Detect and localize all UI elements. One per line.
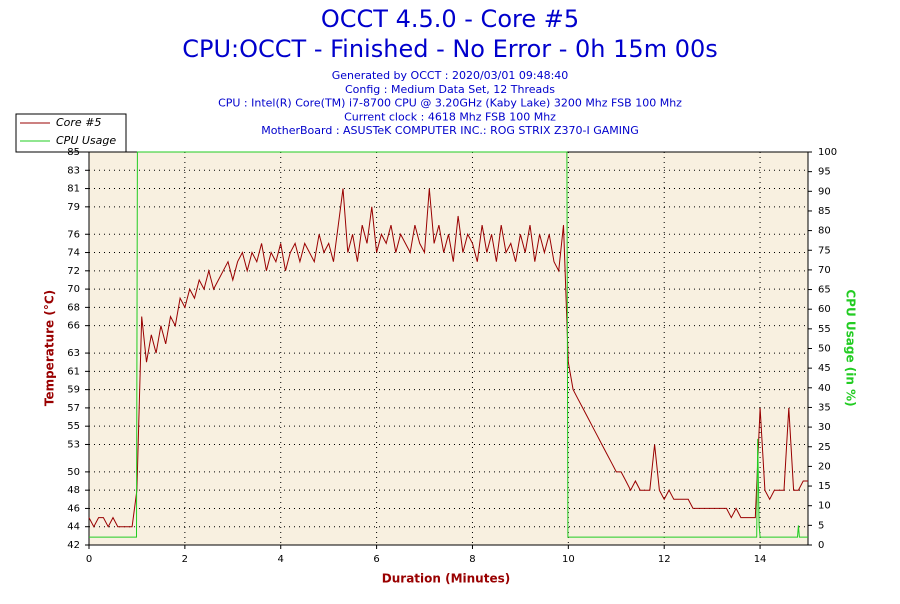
- y2-tick-label: 25: [818, 442, 831, 453]
- info-line: Generated by OCCT : 2020/03/01 09:48:40: [332, 69, 569, 82]
- y-tick-label: 81: [67, 184, 80, 195]
- series-line: [88, 188, 808, 528]
- x-tick-label: 4: [278, 554, 284, 565]
- info-line: Current clock : 4618 Mhz FSB 100 Mhz: [344, 110, 556, 123]
- chart-title: OCCT 4.5.0 - Core #5: [321, 5, 579, 33]
- info-line: MotherBoard : ASUSTeK COMPUTER INC.: ROG…: [261, 124, 639, 137]
- y-tick-label: 83: [67, 165, 80, 176]
- y-tick-label: 79: [67, 202, 80, 213]
- x-tick-label: 10: [562, 554, 575, 565]
- y2-tick-label: 20: [818, 461, 831, 472]
- y-tick-label: 44: [67, 522, 80, 533]
- y-tick-label: 61: [67, 366, 80, 377]
- plot-area: [88, 151, 809, 546]
- x-tick-label: 8: [469, 554, 475, 565]
- info-line: CPU : Intel(R) Core(TM) i7-8700 CPU @ 3.…: [218, 97, 682, 110]
- legend-label: CPU Usage: [56, 134, 116, 147]
- chart-subtitle: CPU:OCCT - Finished - No Error - 0h 15m …: [182, 35, 718, 63]
- y-tick-label: 68: [67, 302, 80, 313]
- info-line: Config : Medium Data Set, 12 Threads: [345, 83, 555, 96]
- y2-tick-label: 40: [818, 383, 831, 394]
- y2-tick-label: 85: [818, 206, 831, 217]
- x-tick-label: 6: [373, 554, 379, 565]
- x-tick-label: 14: [754, 554, 767, 565]
- x-axis-label: Duration (Minutes): [382, 572, 510, 586]
- y2-axis-label: CPU Usage (in %): [844, 289, 858, 406]
- y2-tick-label: 35: [818, 402, 831, 413]
- x-tick-label: 0: [86, 554, 92, 565]
- y2-tick-label: 55: [818, 324, 831, 335]
- legend-label: Core #5: [56, 116, 101, 129]
- y2-tick-label: 10: [818, 501, 831, 512]
- y2-tick-label: 65: [818, 285, 831, 296]
- y-tick-label: 63: [67, 348, 80, 359]
- y-tick-label: 59: [67, 385, 80, 396]
- y-tick-label: 74: [67, 248, 80, 259]
- y-tick-label: 46: [67, 503, 80, 514]
- y-tick-label: 70: [67, 284, 80, 295]
- y2-tick-label: 90: [818, 186, 831, 197]
- y-tick-label: 85: [67, 147, 80, 158]
- y-tick-label: 66: [67, 321, 80, 332]
- y-tick-label: 42: [67, 540, 80, 551]
- series-line: [89, 151, 808, 538]
- y-tick-label: 53: [67, 439, 80, 450]
- y-tick-label: 76: [67, 229, 80, 240]
- y-axis-label: Temperature (°C): [43, 290, 57, 406]
- y-tick-label: 57: [67, 403, 80, 414]
- y2-tick-label: 5: [818, 520, 824, 531]
- x-tick-label: 12: [658, 554, 671, 565]
- x-tick-label: 2: [182, 554, 188, 565]
- y2-tick-label: 0: [818, 540, 824, 551]
- y2-tick-label: 70: [818, 265, 831, 276]
- y-tick-label: 55: [67, 421, 80, 432]
- y-tick-label: 72: [67, 266, 80, 277]
- y2-tick-label: 100: [818, 147, 837, 158]
- y2-tick-label: 95: [818, 167, 831, 178]
- y2-tick-label: 30: [818, 422, 831, 433]
- y-tick-label: 50: [67, 467, 80, 478]
- y2-tick-label: 60: [818, 304, 831, 315]
- y2-tick-label: 50: [818, 344, 831, 355]
- y2-tick-label: 80: [818, 226, 831, 237]
- y2-tick-label: 75: [818, 245, 831, 256]
- legend: [15, 113, 127, 153]
- y2-tick-label: 15: [818, 481, 831, 492]
- y-tick-label: 48: [67, 485, 80, 496]
- y2-tick-label: 45: [818, 363, 831, 374]
